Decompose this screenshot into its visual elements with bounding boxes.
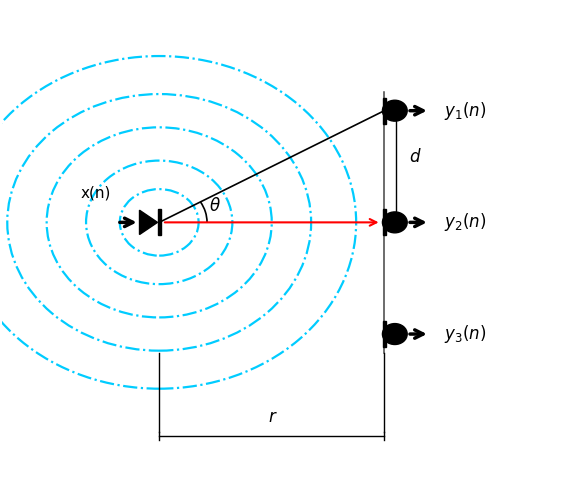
Bar <box>383 209 386 236</box>
Text: θ: θ <box>210 197 220 215</box>
Text: x(n): x(n) <box>80 186 111 201</box>
Bar <box>383 321 386 347</box>
Bar <box>157 209 161 236</box>
Circle shape <box>383 324 407 345</box>
Text: d: d <box>410 148 420 166</box>
Text: $y_1(n)$: $y_1(n)$ <box>444 100 486 122</box>
Bar <box>383 98 386 124</box>
Circle shape <box>383 100 407 121</box>
Circle shape <box>383 212 407 233</box>
Polygon shape <box>139 210 157 235</box>
Text: $y_3(n)$: $y_3(n)$ <box>444 323 486 345</box>
Text: r: r <box>268 408 275 426</box>
Text: $y_2(n)$: $y_2(n)$ <box>444 211 486 233</box>
